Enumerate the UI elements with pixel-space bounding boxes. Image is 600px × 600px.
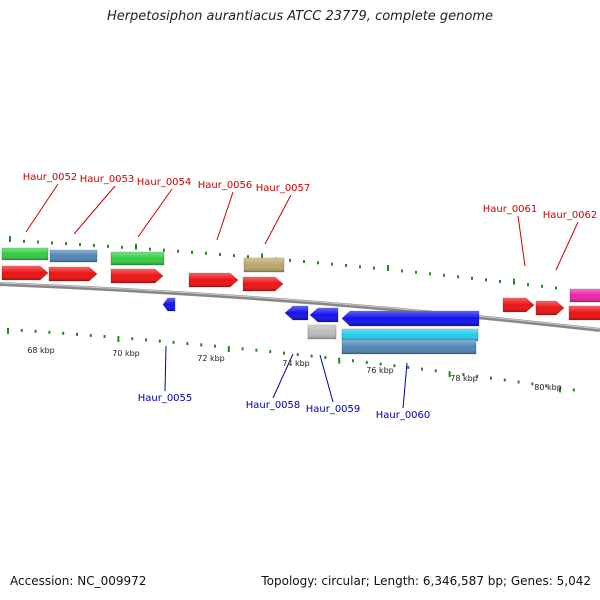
cds-arrow-forward-shade bbox=[49, 267, 97, 281]
cds-arrow-forward-shade bbox=[189, 273, 238, 287]
cds-arrow-forward-shade bbox=[243, 277, 283, 291]
gene-feature-bar-shade bbox=[111, 252, 164, 265]
callout-line bbox=[402, 362, 408, 409]
callout-line bbox=[555, 221, 579, 271]
callout-layer: Haur_0052 Haur_0053 Haur_0054 Haur_0056 Haur… bbox=[23, 172, 598, 421]
callout-line bbox=[272, 353, 294, 399]
cds-arrow-reverse-shade bbox=[285, 306, 308, 320]
kbp-tick-label: 78 kbp bbox=[450, 374, 478, 383]
gene-feature-bar-shade bbox=[342, 329, 478, 341]
gene-label-reverse: Haur_0055 bbox=[138, 393, 193, 404]
kbp-tick-label: 70 kbp bbox=[112, 349, 140, 358]
gene-feature-bar-shade bbox=[2, 248, 48, 260]
gene-label-reverse: Haur_0059 bbox=[306, 404, 361, 415]
cds-arrow-reverse-shade bbox=[163, 298, 175, 311]
callout-line bbox=[137, 188, 173, 238]
genome-backbone bbox=[0, 282, 600, 332]
cds-arrow-forward-shade bbox=[2, 266, 48, 280]
gene-label-forward: Haur_0056 bbox=[198, 180, 253, 191]
cds-arrow-forward-shade bbox=[503, 298, 534, 312]
gene-label-forward: Haur_0062 bbox=[543, 210, 598, 221]
gene-label-reverse: Haur_0060 bbox=[376, 410, 431, 421]
cds-arrow-forward-shade bbox=[536, 301, 564, 315]
cds-arrow-forward-shade bbox=[111, 269, 163, 283]
gene-label-reverse: Haur_0058 bbox=[246, 400, 301, 411]
accession-text: Accession: NC_009972 bbox=[10, 574, 147, 588]
gene-feature-bar-shade bbox=[342, 340, 476, 354]
callout-line bbox=[25, 183, 59, 233]
cds-arrow-forward-shade bbox=[569, 306, 600, 320]
callout-line bbox=[319, 354, 334, 403]
kbp-tick-label: 72 kbp bbox=[197, 354, 225, 363]
gene-feature-bar-shade bbox=[50, 250, 97, 262]
callout-line bbox=[164, 345, 167, 392]
callout-line bbox=[264, 194, 292, 245]
gene-label-forward: Haur_0052 bbox=[23, 172, 78, 183]
cds-arrow-reverse-shade bbox=[342, 311, 479, 326]
gene-label-forward: Haur_0053 bbox=[80, 174, 135, 185]
kbp-tick-label: 80 kbp bbox=[534, 383, 562, 392]
callout-line bbox=[73, 185, 116, 235]
gene-feature-bar-shade bbox=[244, 258, 284, 272]
kbp-tick-label: 74 kbp bbox=[282, 359, 310, 368]
kbp-axis: 68 kbp 70 kbp 72 kbp 74 kbp 76 kbp 78 kbp 80 k… bbox=[27, 346, 562, 392]
map-title: Herpetosiphon aurantiacus ATCC 23779, co… bbox=[106, 9, 494, 24]
callout-line bbox=[216, 191, 234, 241]
gene-label-forward: Haur_0061 bbox=[483, 204, 538, 215]
gene-label-forward: Haur_0054 bbox=[137, 177, 192, 188]
callout-line bbox=[517, 215, 526, 267]
cds-arrow-reverse-shade bbox=[310, 308, 338, 322]
genome-stats-text: Topology: circular; Length: 6,346,587 bp… bbox=[261, 574, 591, 588]
kbp-tick-label: 76 kbp bbox=[366, 366, 394, 375]
gene-feature-bar-shade bbox=[570, 289, 600, 302]
feature-layer bbox=[1, 247, 600, 355]
inner-tick-row bbox=[7, 328, 575, 393]
kbp-tick-label: 68 kbp bbox=[27, 346, 55, 355]
gene-feature-bar-shade bbox=[308, 325, 336, 339]
gene-label-forward: Haur_0057 bbox=[256, 183, 311, 194]
